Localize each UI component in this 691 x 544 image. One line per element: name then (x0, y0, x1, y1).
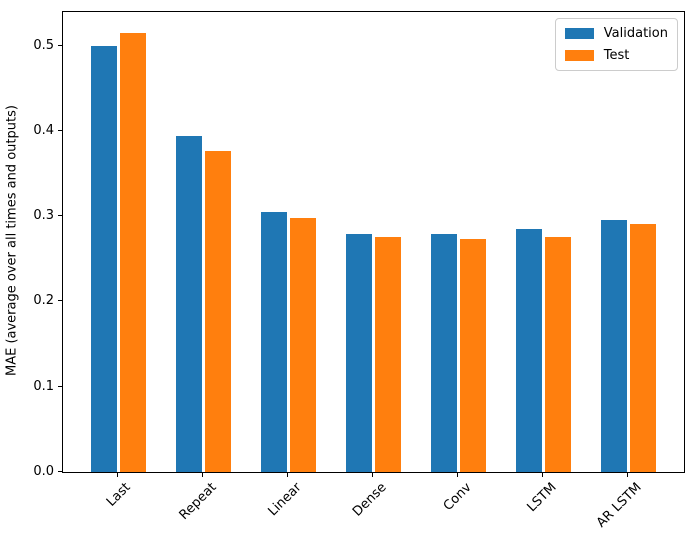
x-tick-mark (287, 473, 288, 477)
y-tick-label: 0.3 (33, 208, 54, 224)
x-tick-mark (372, 473, 373, 477)
bar-test-repeat (205, 151, 231, 472)
legend-item-validation: Validation (564, 26, 668, 41)
bar-validation-repeat (176, 136, 202, 472)
y-tick-label: 0.2 (33, 293, 54, 309)
bar-test-ar-lstm (630, 223, 656, 472)
x-tick-mark (202, 473, 203, 477)
y-tick-label: 0.1 (33, 378, 54, 394)
legend: Validation Test (554, 18, 678, 71)
x-tick-mark (116, 473, 118, 477)
y-tick-label: 0.0 (33, 463, 54, 479)
bar-test-last (120, 33, 146, 472)
y-tick-mark (58, 45, 62, 47)
bar-validation-linear (261, 211, 287, 472)
bar-test-lstm (545, 236, 571, 472)
y-tick-label: 0.5 (33, 38, 54, 54)
y-tick-mark (58, 300, 62, 302)
x-tick-mark (457, 473, 458, 477)
x-tick-mark (542, 473, 543, 477)
bar-validation-last (91, 46, 117, 472)
y-tick-mark (58, 130, 62, 132)
legend-label-validation: Validation (603, 26, 668, 41)
bar-validation-conv (431, 233, 457, 472)
plot-area: Validation Test (62, 11, 685, 473)
bar-validation-ar-lstm (601, 219, 627, 472)
bar-test-dense (375, 237, 401, 472)
bar-validation-dense (346, 233, 372, 472)
legend-swatch-test (564, 50, 594, 61)
y-tick-mark (58, 470, 62, 472)
bar-test-linear (290, 217, 316, 472)
x-tick-mark (627, 473, 629, 477)
legend-swatch-validation (564, 28, 594, 39)
y-axis-label: MAE (average over all times and outputs) (4, 105, 20, 377)
legend-item-test: Test (564, 48, 668, 63)
bar-validation-lstm (516, 228, 542, 472)
legend-label-test: Test (603, 48, 630, 63)
y-tick-label: 0.4 (33, 123, 54, 139)
y-tick-mark (58, 385, 62, 387)
bar-test-conv (460, 239, 486, 472)
y-tick-mark (58, 215, 62, 217)
x-tick-label-last: Last (104, 480, 135, 510)
